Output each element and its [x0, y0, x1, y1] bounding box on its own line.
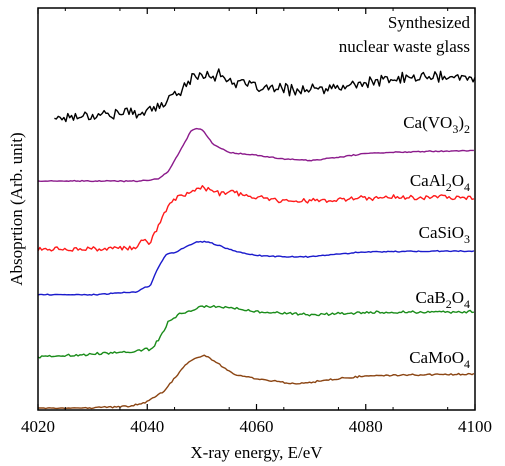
series-label-line: nuclear waste glass — [339, 37, 470, 56]
series-label: CaSiO3 — [419, 223, 470, 246]
label-text: O — [452, 288, 464, 307]
series-line-2 — [37, 185, 475, 252]
label-subscript: 2 — [464, 122, 470, 136]
series-label: CaB2O4 — [415, 288, 470, 311]
y-axis-title: Absoprtion (Arb. unit) — [7, 132, 26, 285]
label-subscript: 3 — [452, 122, 458, 136]
label-text: CaB — [415, 288, 445, 307]
label-subscript: 4 — [464, 357, 470, 371]
series-line-4 — [37, 304, 474, 359]
series-label: Ca(VO3)2 — [403, 113, 470, 136]
series-line-5 — [38, 354, 475, 410]
x-tick-label: 4080 — [349, 417, 383, 436]
series-line-1 — [37, 127, 474, 183]
label-text: O — [452, 171, 464, 190]
label-subscript: 3 — [464, 232, 470, 246]
series-label: CaMoO4 — [409, 348, 470, 371]
label-text: CaSiO — [419, 223, 464, 242]
label-subscript: 2 — [446, 297, 452, 311]
label-text: CaAl — [410, 171, 446, 190]
series-label-line: Synthesized — [388, 13, 471, 32]
label-text: Ca(VO — [403, 113, 452, 132]
series-label: CaAl2O4 — [410, 171, 470, 194]
label-text: CaMoO — [409, 348, 464, 367]
series-line-3 — [37, 240, 475, 296]
series-layer — [37, 68, 476, 410]
x-tick-label: 4100 — [458, 417, 492, 436]
x-tick-label: 4060 — [240, 417, 274, 436]
label-subscript: 2 — [446, 180, 452, 194]
tick-layer: 4020 4040 4060 4080 4100 — [21, 8, 492, 436]
label-subscript: 4 — [464, 297, 470, 311]
x-tick-label: 4020 — [21, 417, 55, 436]
x-tick-label: 4040 — [130, 417, 164, 436]
x-axis-title: X-ray energy, E/eV — [190, 443, 323, 462]
label-subscript: 4 — [464, 180, 470, 194]
series-line-0 — [54, 68, 476, 123]
label-text: ) — [458, 113, 464, 132]
